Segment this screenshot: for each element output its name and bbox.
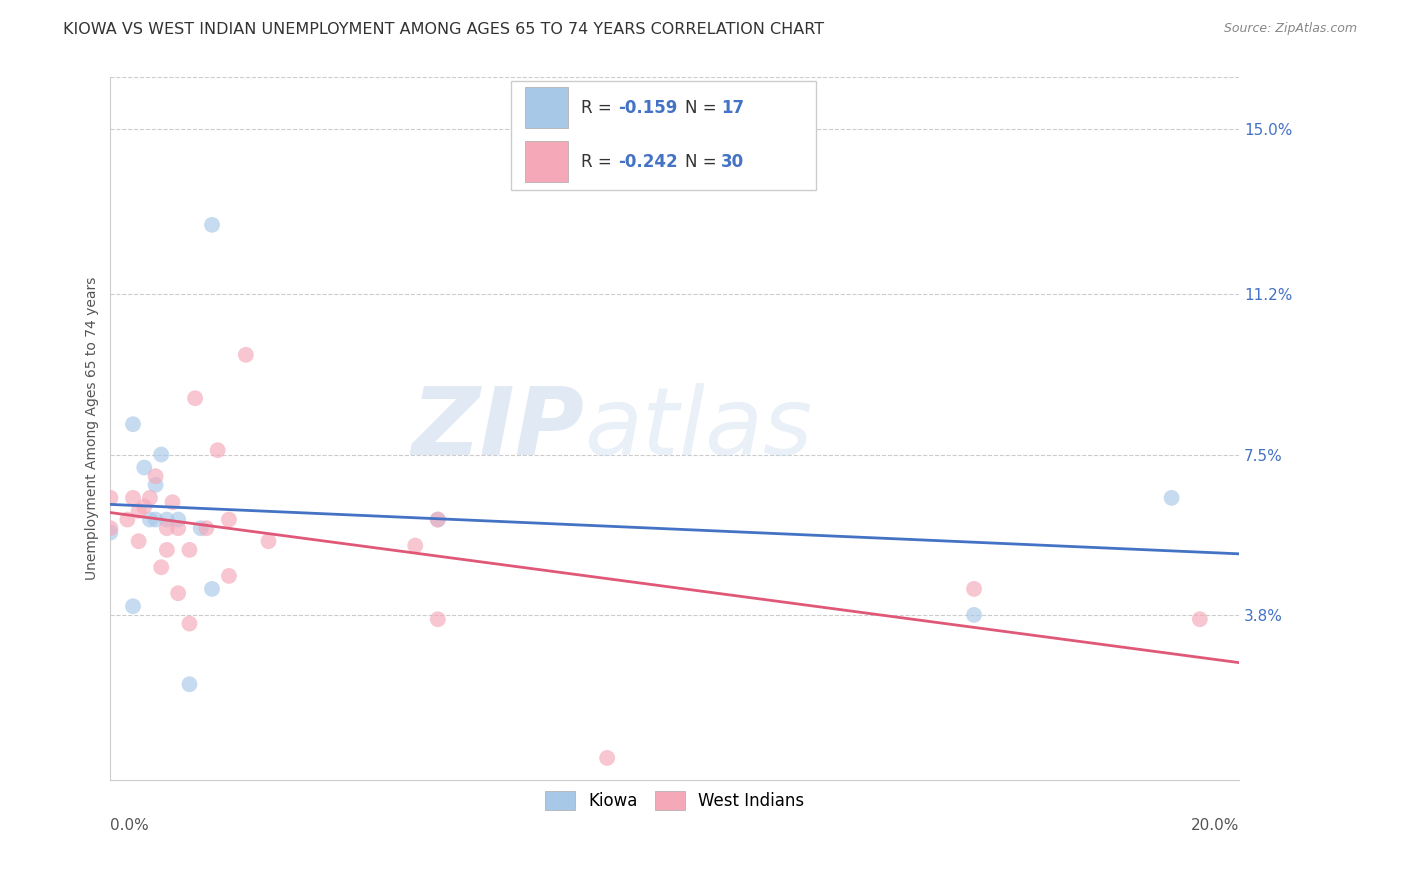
Point [426,512,449,526]
Point [156,512,179,526]
Point [426,612,449,626]
Point [139,491,162,505]
Point [145,478,167,492]
Point [145,512,167,526]
Point [100,491,122,505]
Point [201,582,224,596]
Point [179,616,201,631]
Point [156,521,179,535]
Point [122,491,145,505]
Point [404,539,426,553]
Point [150,560,173,574]
Point [218,569,240,583]
Text: KIOWA VS WEST INDIAN UNEMPLOYMENT AMONG AGES 65 TO 74 YEARS CORRELATION CHART: KIOWA VS WEST INDIAN UNEMPLOYMENT AMONG … [63,22,824,37]
Text: 30: 30 [721,153,744,170]
Point [167,521,190,535]
Text: 20.0%: 20.0% [1191,818,1239,833]
Point [162,495,184,509]
Text: N =: N = [685,153,721,170]
Legend: Kiowa, West Indians: Kiowa, West Indians [538,784,811,817]
Point [100,525,122,540]
Point [150,448,173,462]
Point [134,500,156,514]
Point [167,586,190,600]
Text: 0.0%: 0.0% [111,818,149,833]
Point [1160,491,1182,505]
Point [139,512,162,526]
Point [117,512,139,526]
Text: 17: 17 [721,99,744,117]
Text: -0.159: -0.159 [619,99,678,117]
Point [179,677,201,691]
Point [167,512,190,526]
Text: N =: N = [685,99,721,117]
Point [100,521,122,535]
Point [218,512,240,526]
Point [195,521,218,535]
Point [156,542,179,557]
Text: ZIP: ZIP [412,383,585,475]
FancyBboxPatch shape [524,87,568,128]
Point [235,348,257,362]
Point [122,417,145,432]
Point [179,542,201,557]
Point [134,460,156,475]
Point [190,521,212,535]
Text: R =: R = [581,99,617,117]
Point [596,751,619,765]
Y-axis label: Unemployment Among Ages 65 to 74 years: Unemployment Among Ages 65 to 74 years [86,277,100,580]
FancyBboxPatch shape [512,81,815,190]
Point [122,599,145,614]
Text: Source: ZipAtlas.com: Source: ZipAtlas.com [1223,22,1357,36]
Point [426,512,449,526]
Point [257,534,280,549]
Point [963,607,986,622]
Text: atlas: atlas [585,383,813,474]
Point [128,504,150,518]
Text: R =: R = [581,153,617,170]
Point [1188,612,1211,626]
Point [207,443,229,458]
Point [963,582,986,596]
Point [201,218,224,232]
Text: -0.242: -0.242 [619,153,678,170]
Point [128,534,150,549]
Point [145,469,167,483]
FancyBboxPatch shape [524,141,568,182]
Point [184,391,207,405]
